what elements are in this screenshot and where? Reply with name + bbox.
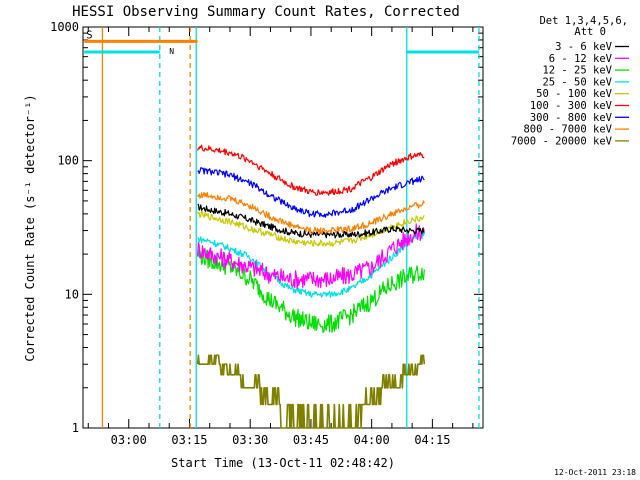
- y-tick-label: 10: [65, 287, 79, 301]
- x-tick-label: 03:00: [111, 433, 147, 447]
- legend-entry-label: 50 - 100 keV: [536, 88, 613, 100]
- series-line: [197, 247, 425, 334]
- x-tick-label: 03:30: [232, 433, 268, 447]
- series-line: [197, 203, 425, 239]
- y-tick-label: 100: [57, 154, 79, 168]
- x-tick-label: 03:45: [293, 433, 329, 447]
- timestamp: 12-Oct-2011 23:18: [554, 468, 636, 477]
- legend-entry-label: 7000 - 20000 keV: [511, 135, 613, 147]
- legend-entry-label: 800 - 7000 keV: [523, 124, 612, 136]
- legend-header-line-2: Att 0: [574, 26, 606, 38]
- x-axis-label: Start Time (13-Oct-11 02:48:42): [171, 456, 395, 470]
- y-tick-label: 1: [72, 421, 79, 435]
- series-line: [197, 223, 425, 289]
- series-line: [197, 144, 425, 196]
- chart-title: HESSI Observing Summary Count Rates, Cor…: [72, 4, 460, 20]
- y-tick-label: 1000: [50, 20, 79, 34]
- plot-area: 1 10 100 1000 03:00 03:15 03:30 03:45 04:00 04:15…: [50, 20, 484, 447]
- x-tick-label: 04:00: [354, 433, 390, 447]
- y-axis-label: Corrected Count Rate (s⁻¹ detector⁻¹): [23, 94, 37, 361]
- legend-entry-label: 12 - 25 keV: [542, 65, 612, 77]
- series-line: [196, 354, 426, 429]
- legend-entry-label: 100 - 300 keV: [530, 100, 613, 112]
- x-tick-label: 04:15: [414, 433, 450, 447]
- series-line: [197, 211, 425, 247]
- night-flag-label: N: [169, 47, 174, 56]
- legend-entry-label: 3 - 6 keV: [555, 41, 613, 53]
- series-line: [197, 191, 425, 235]
- legend-entry-label: 25 - 50 keV: [542, 76, 612, 88]
- legend-header-line-1: Det 1,3,4,5,6,: [539, 15, 628, 27]
- saa-flag-label: S: [86, 29, 92, 41]
- legend-entry-label: 6 - 12 keV: [549, 53, 613, 65]
- series-line: [197, 167, 425, 218]
- legend-entry-label: 300 - 800 keV: [530, 112, 613, 124]
- x-tick-label: 03:15: [171, 433, 207, 447]
